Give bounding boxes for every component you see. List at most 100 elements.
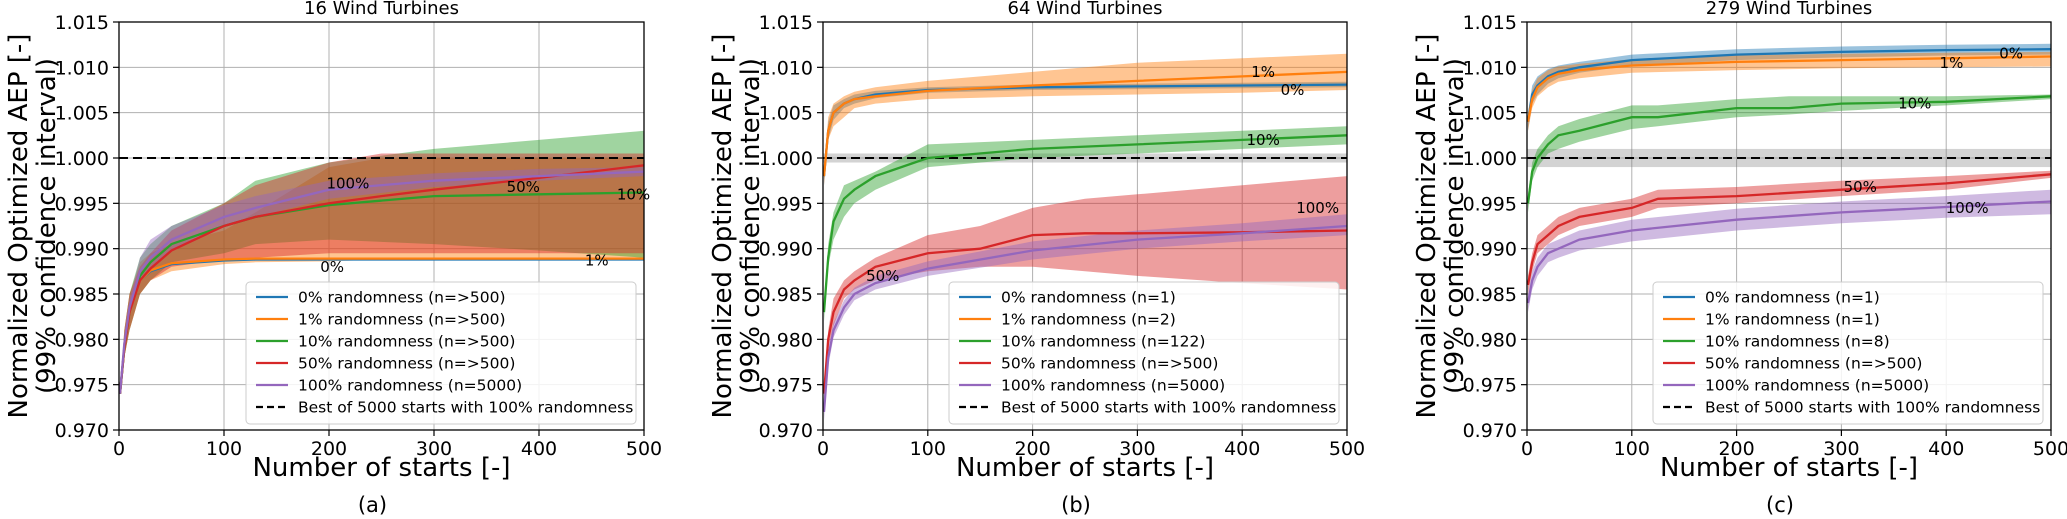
series-label-5: 100% xyxy=(326,174,369,192)
series-label-1: 0% xyxy=(1281,81,1305,99)
legend: 0% randomness (n=>500) 1% randomness (n=>… xyxy=(245,281,637,425)
series-label-5: 100% xyxy=(1296,199,1339,217)
confidence-band-4 xyxy=(120,153,644,394)
x-tick-label: 300 xyxy=(416,438,452,460)
series-label-3: 10% xyxy=(617,185,650,203)
y-tick-label: 1.015 xyxy=(1463,12,1517,34)
confidence-band-3 xyxy=(120,130,644,394)
series-label-4: 50% xyxy=(507,178,540,196)
x-tick-label: 0 xyxy=(817,438,829,460)
y-tick-label: 0.985 xyxy=(55,284,109,306)
chart-panel-3: 0% 1% 10% 50% 100% 0 100 200 300 400 500 0.970 0.975… xyxy=(1412,0,2067,517)
series-label-2: 1% xyxy=(1251,63,1275,81)
series-label-3: 10% xyxy=(1898,95,1931,113)
y-tick-label: 1.000 xyxy=(759,148,813,170)
y-tick-label: 0.975 xyxy=(1463,375,1517,397)
x-axis-title: Number of starts [-] xyxy=(956,453,1214,483)
y-tick-label: 0.980 xyxy=(1463,329,1517,351)
series-label-3: 10% xyxy=(1246,131,1279,149)
x-tick-label: 500 xyxy=(2033,438,2067,460)
panel-title: 279 Wind Turbines xyxy=(1706,0,1872,19)
y-tick-label: 0.975 xyxy=(759,375,813,397)
legend: 0% randomness (n=1) 1% randomness (n=2) 10… xyxy=(948,281,1340,425)
axes-frame xyxy=(1526,21,2052,431)
legend-label-3: 10% randomness (n=8) xyxy=(1705,333,1890,351)
series-line-5 xyxy=(1526,200,2052,304)
series-label-1: 0% xyxy=(320,258,344,276)
legend-label-4: 50% randomness (n=>500) xyxy=(1705,355,1922,373)
legend-label-1: 0% randomness (n=1) xyxy=(1705,289,1880,307)
y-tick-label: 0.985 xyxy=(1463,284,1517,306)
y-axis-title: Normalized Optimized AEP [-] xyxy=(4,34,34,419)
confidence-band-3 xyxy=(1528,94,2051,213)
reference-band xyxy=(1527,148,2051,168)
series-label-2: 1% xyxy=(1940,54,1964,72)
y-tick-label: 0.995 xyxy=(55,193,109,215)
y-tick-label: 1.005 xyxy=(759,103,813,125)
series-line-3 xyxy=(822,134,1348,313)
panel-caption: (c) xyxy=(1766,493,1794,517)
x-tick-label: 100 xyxy=(910,438,946,460)
legend-label-2: 1% randomness (n=1) xyxy=(1705,311,1880,329)
chart-panel-2: 0% 1% 10% 50% 100% 0 100 200 300 400 500 0.970 0.975… xyxy=(708,0,1365,517)
x-axis-title: Number of starts [-] xyxy=(252,453,510,483)
legend-label-3: 10% randomness (n=>500) xyxy=(298,333,515,351)
series-label-1: 0% xyxy=(1999,45,2023,63)
confidence-band-1 xyxy=(824,81,1347,186)
x-tick-label: 500 xyxy=(1329,438,1365,460)
panel-title: 64 Wind Turbines xyxy=(1008,0,1163,19)
axes-frame xyxy=(118,21,645,431)
y-tick-label: 1.000 xyxy=(1463,148,1517,170)
y-tick-label: 1.000 xyxy=(55,148,109,170)
confidence-band-2 xyxy=(1528,51,2051,131)
y-axis-title: Normalized Optimized AEP [-] xyxy=(1412,34,1442,419)
confidence-band-5 xyxy=(824,214,1347,421)
x-tick-label: 0 xyxy=(113,438,125,460)
series-line-2 xyxy=(1526,55,2052,122)
y-tick-label: 1.005 xyxy=(55,103,109,125)
y-tick-label: 1.010 xyxy=(55,57,109,79)
y-tick-label: 0.970 xyxy=(759,420,813,442)
series-label-5: 100% xyxy=(1946,199,1989,217)
y-axis-title: Normalized Optimized AEP [-] xyxy=(708,34,738,419)
x-tick-label: 400 xyxy=(521,438,557,460)
legend-label-2: 1% randomness (n=2) xyxy=(1001,311,1176,329)
x-tick-label: 0 xyxy=(1521,438,1533,460)
legend-label-4: 50% randomness (n=>500) xyxy=(298,355,515,373)
series-line-4 xyxy=(1526,173,2052,286)
legend-label-2: 1% randomness (n=>500) xyxy=(298,311,506,329)
x-tick-label: 400 xyxy=(1928,438,1964,460)
y-tick-label: 0.980 xyxy=(55,329,109,351)
chart-panel-1: 0% 1% 10% 50% 100% 0 100 200 300 400 500 0.970 0.975… xyxy=(4,0,662,517)
y-tick-label: 1.010 xyxy=(1463,57,1517,79)
x-tick-label: 400 xyxy=(1224,438,1260,460)
y-tick-label: 0.980 xyxy=(759,329,813,351)
legend-label-3: 10% randomness (n=122) xyxy=(1001,333,1205,351)
y-tick-label: 0.995 xyxy=(759,193,813,215)
reference-band xyxy=(823,153,1347,163)
legend-label-5: 100% randomness (n=5000) xyxy=(1001,377,1225,395)
legend-label-5: 100% randomness (n=5000) xyxy=(298,377,522,395)
x-tick-label: 100 xyxy=(206,438,242,460)
axes-frame xyxy=(822,21,1348,431)
x-tick-label: 300 xyxy=(1823,438,1859,460)
y-tick-label: 1.005 xyxy=(1463,103,1517,125)
series-label-2: 1% xyxy=(585,251,609,269)
legend: 0% randomness (n=1) 1% randomness (n=1) 10… xyxy=(1652,281,2044,425)
series-line-5 xyxy=(118,170,645,394)
series-label-4: 50% xyxy=(1844,178,1877,196)
panel-caption: (a) xyxy=(358,493,387,517)
x-tick-label: 100 xyxy=(1614,438,1650,460)
legend-label-6: Best of 5000 starts with 100% randomness xyxy=(1705,399,2040,417)
y-tick-label: 0.970 xyxy=(55,420,109,442)
y-tick-label: 0.990 xyxy=(759,239,813,261)
x-tick-label: 500 xyxy=(626,438,662,460)
x-tick-label: 200 xyxy=(311,438,347,460)
y-tick-label: 0.975 xyxy=(55,375,109,397)
confidence-band-1 xyxy=(1528,43,2051,131)
x-axis-title: Number of starts [-] xyxy=(1660,453,1918,483)
legend-box xyxy=(245,281,637,425)
y-tick-label: 1.010 xyxy=(759,57,813,79)
y-tick-label: 0.985 xyxy=(759,284,813,306)
